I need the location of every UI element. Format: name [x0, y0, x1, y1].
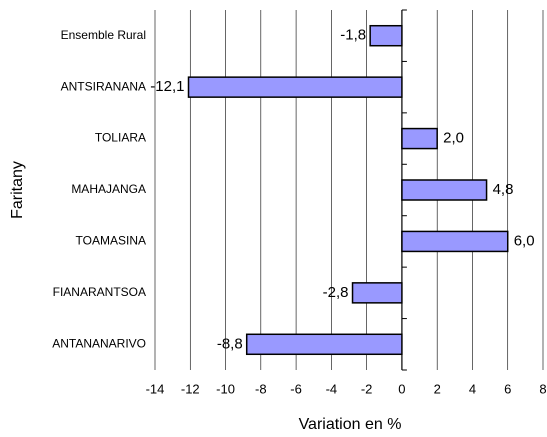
x-tick-label: -2	[361, 381, 373, 396]
x-tick-label: -10	[216, 381, 235, 396]
value-label: 4,8	[493, 181, 514, 198]
bar	[401, 127, 438, 150]
x-tick-label: 6	[504, 381, 511, 396]
x-tick-label: 4	[469, 381, 476, 396]
y-tick-label: ANTANANARIVO	[52, 336, 146, 350]
y-tick-label: MAHAJANGA	[71, 182, 146, 196]
bar	[401, 230, 509, 253]
x-tick-label: 0	[398, 381, 405, 396]
y-axis-title: Faritany	[9, 161, 26, 219]
y-tick-label: TOLIARA	[95, 131, 146, 145]
bar	[369, 24, 403, 47]
x-tick-label: -4	[326, 381, 338, 396]
x-tick-label: -14	[146, 381, 165, 396]
bar	[187, 76, 403, 98]
value-label: 6,0	[514, 232, 535, 249]
x-axis-title: Variation en %	[299, 416, 402, 433]
x-tick-label: -12	[181, 381, 200, 396]
y-tick-label: Ensemble Rural	[61, 28, 146, 42]
bar	[351, 282, 403, 304]
x-tick-label: 2	[434, 381, 441, 396]
bar	[401, 179, 488, 201]
value-label: -1,8	[340, 27, 366, 44]
value-label: -2,8	[323, 284, 349, 301]
x-tick-label: -6	[290, 381, 302, 396]
y-tick-label: ANTSIRANANA	[61, 79, 146, 93]
value-label: -8,8	[217, 335, 243, 352]
x-tick-label: 8	[539, 381, 546, 396]
x-tick-label: -8	[255, 381, 267, 396]
value-label: -12,1	[150, 78, 184, 95]
y-tick-label: FIANARANTSOA	[53, 285, 146, 299]
y-tick-label: TOAMASINA	[76, 234, 146, 248]
bar	[245, 333, 403, 356]
value-label: 2,0	[443, 130, 464, 147]
